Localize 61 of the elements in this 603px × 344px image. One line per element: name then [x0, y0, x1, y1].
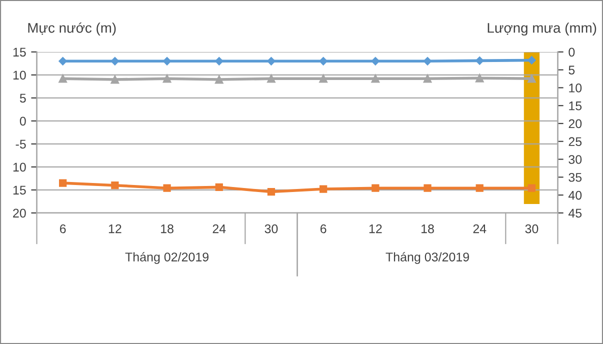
point [111, 182, 119, 190]
x-tick-label: 24 [473, 224, 486, 234]
x-tick-label: 6 [60, 224, 66, 234]
y2-tick-label: 35 [568, 172, 582, 182]
point [424, 184, 432, 192]
point [58, 57, 67, 66]
point [110, 57, 120, 66]
point [371, 57, 380, 66]
point [58, 74, 67, 83]
point [476, 184, 484, 192]
point [528, 74, 536, 83]
point [371, 74, 380, 83]
y-tick-label: 20 [13, 208, 26, 218]
point [319, 74, 328, 83]
y-tick-label: 10 [13, 70, 26, 80]
text: Tháng 03/2019 [386, 252, 469, 264]
y2-tick-label: 25 [568, 137, 582, 146]
x-tick-label: 6 [320, 224, 326, 234]
x-tick-label: 18 [161, 224, 174, 234]
point [215, 183, 223, 191]
y2-tick-label: 0 [568, 48, 575, 57]
y-tick-label: 15 [13, 48, 26, 57]
point [163, 184, 171, 192]
y2-axis-title: Lượng mưa (mm) [488, 22, 596, 36]
point [372, 184, 380, 192]
y2-tick-label: 5 [568, 66, 575, 74]
y-tick-label: 0 [20, 116, 26, 126]
x-tick-label: 30 [264, 224, 278, 234]
x-tick-label: 24 [212, 224, 226, 234]
point [59, 179, 67, 187]
x-tick-label: 18 [422, 224, 434, 234]
y2-tick-label: 30 [568, 155, 582, 164]
point [423, 57, 432, 66]
point [423, 74, 432, 83]
point [528, 56, 536, 64]
y2-tick-label: 20 [568, 119, 582, 128]
point [214, 75, 224, 84]
x-tick-label: 12 [108, 224, 122, 234]
y2-tick-label: 15 [569, 102, 582, 110]
y-tick-label: -5 [16, 140, 26, 149]
point [475, 74, 484, 82]
point [319, 57, 328, 66]
x-tick-label: 12 [369, 224, 382, 234]
point [215, 57, 224, 66]
point [528, 184, 536, 192]
y2-tick-label: 10 [569, 84, 582, 92]
y-tick-label: 15 [13, 186, 26, 195]
point [267, 74, 276, 83]
point [267, 57, 276, 66]
y-tick-label: 5 [20, 94, 26, 103]
y2-tick-label: 45 [568, 208, 582, 218]
point [320, 185, 328, 193]
text: Tháng 02/2019 [125, 252, 208, 264]
y-axis-title: Mực nước (m) [28, 22, 116, 36]
point [267, 188, 276, 196]
y-tick-label: 10 [13, 162, 26, 172]
y2-tick-label: 40 [568, 190, 582, 200]
x-tick-label: 30 [525, 224, 538, 234]
point [162, 74, 172, 83]
point [110, 75, 120, 84]
point [162, 57, 172, 66]
